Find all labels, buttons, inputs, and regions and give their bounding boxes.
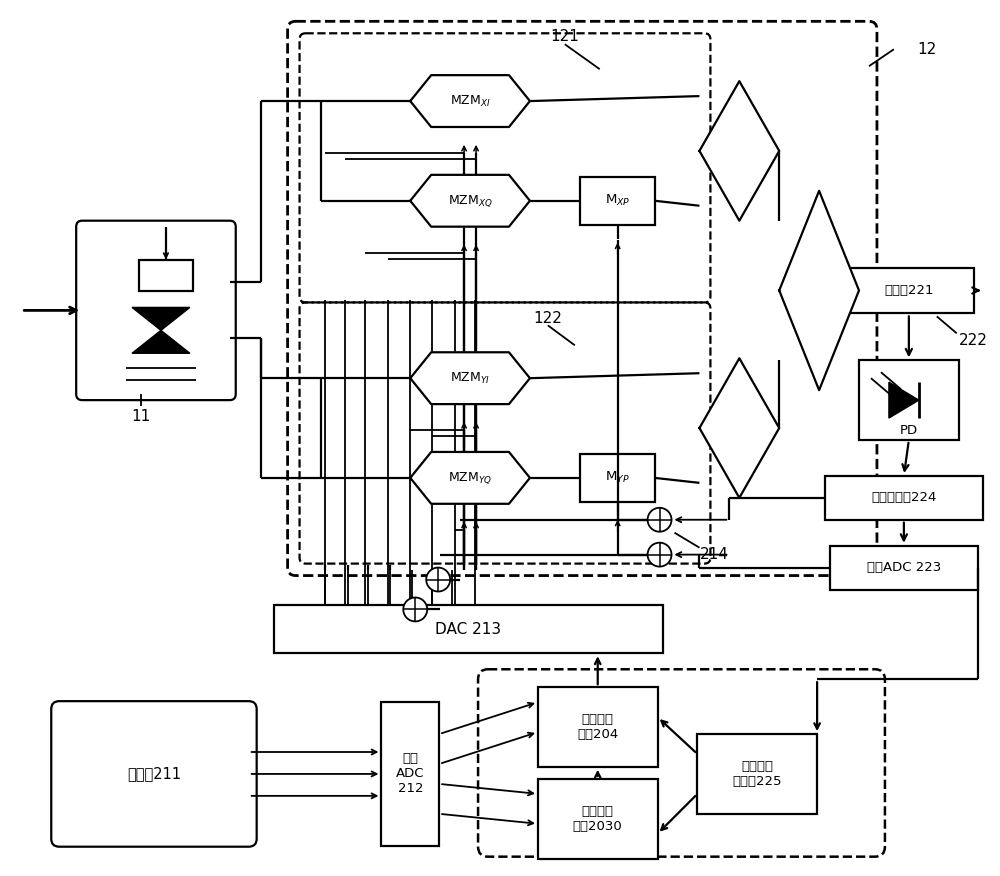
Text: DAC 213: DAC 213 [435, 622, 501, 637]
FancyBboxPatch shape [76, 221, 236, 400]
Text: MZM$_{XI}$: MZM$_{XI}$ [450, 94, 490, 109]
Text: 121: 121 [550, 29, 579, 44]
Text: 第一
ADC
212: 第一 ADC 212 [396, 752, 425, 795]
Bar [580, 454, 655, 502]
Polygon shape [699, 81, 779, 221]
Polygon shape [889, 382, 919, 418]
Bar [580, 177, 655, 224]
Text: M$_{XP}$: M$_{XP}$ [605, 194, 630, 208]
Text: 信号分离器224: 信号分离器224 [871, 491, 937, 505]
Polygon shape [410, 175, 530, 227]
Bar [825, 476, 983, 519]
Circle shape [648, 508, 672, 532]
Text: 频率源211: 频率源211 [127, 766, 181, 781]
Text: MZM$_{YI}$: MZM$_{YI}$ [450, 371, 490, 385]
Text: MZM$_{YQ}$: MZM$_{YQ}$ [448, 470, 492, 485]
Text: PD: PD [900, 423, 918, 436]
Polygon shape [410, 452, 530, 504]
FancyBboxPatch shape [51, 701, 257, 847]
Text: 214: 214 [699, 548, 728, 562]
Circle shape [403, 597, 427, 621]
Bar [139, 259, 193, 292]
Text: 122: 122 [533, 311, 562, 326]
Polygon shape [132, 307, 190, 353]
Text: 222: 222 [959, 333, 988, 348]
Text: 分光器221: 分光器221 [884, 284, 934, 297]
Text: 相关积分
单元2030: 相关积分 单元2030 [573, 805, 623, 833]
Circle shape [648, 542, 672, 567]
Bar [381, 702, 439, 846]
Text: 反馈控制
单元204: 反馈控制 单元204 [577, 713, 618, 741]
Polygon shape [410, 352, 530, 404]
Bar [859, 360, 959, 440]
Polygon shape [410, 75, 530, 127]
Bar [274, 605, 663, 653]
Polygon shape [779, 191, 859, 390]
Bar [844, 267, 974, 314]
Text: M$_{YP}$: M$_{YP}$ [605, 470, 630, 485]
Text: 第二ADC 223: 第二ADC 223 [867, 562, 941, 574]
Bar [830, 546, 978, 590]
Circle shape [426, 568, 450, 591]
Text: 12: 12 [917, 42, 936, 57]
Text: 11: 11 [131, 408, 151, 424]
Bar [697, 734, 817, 814]
Text: 功率检测
子单元225: 功率检测 子单元225 [733, 760, 782, 788]
Bar [538, 687, 658, 767]
Polygon shape [699, 358, 779, 498]
Bar [538, 779, 658, 858]
Text: MZM$_{XQ}$: MZM$_{XQ}$ [448, 193, 492, 208]
